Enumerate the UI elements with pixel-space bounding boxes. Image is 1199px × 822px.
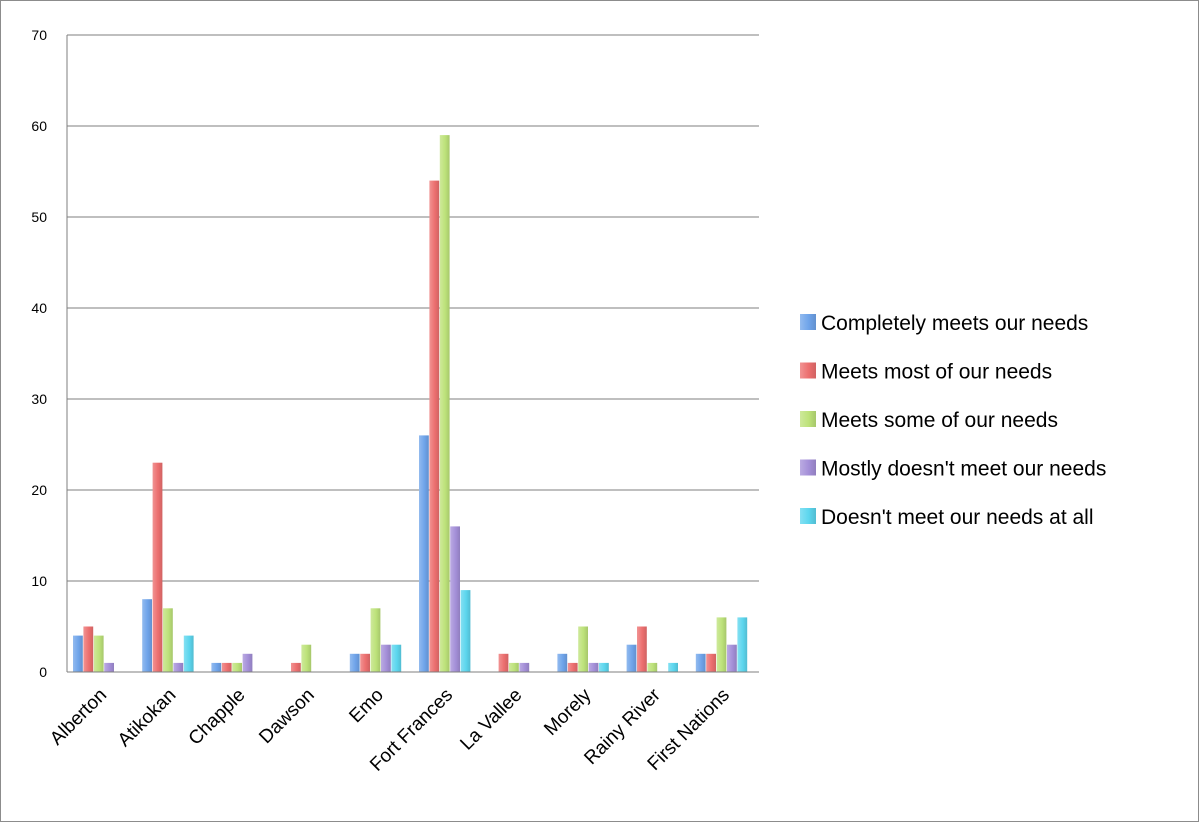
y-tick-label: 30 (31, 391, 47, 407)
bar (519, 662, 530, 672)
axes (66, 35, 759, 673)
bar (460, 590, 471, 672)
legend-label: Mostly doesn't meet our needs (821, 458, 1106, 481)
legend-label: Completely meets our needs (821, 312, 1088, 335)
bar (221, 662, 232, 672)
bar (668, 662, 678, 672)
bar (429, 180, 440, 672)
bar (737, 617, 748, 672)
bar (142, 599, 152, 672)
legend-swatch (800, 459, 816, 476)
x-tick-label: Alberton (46, 685, 111, 750)
y-tick-label: 0 (39, 664, 47, 680)
bar (381, 644, 391, 672)
bar (104, 662, 114, 672)
legend-label: Meets some of our needs (821, 409, 1058, 432)
bar (626, 644, 637, 672)
x-tick-label: Morely (540, 684, 596, 740)
y-tick-label: 70 (31, 27, 47, 43)
y-tick-label: 20 (31, 482, 47, 498)
x-tick-label: La Vallee (456, 685, 526, 755)
bar (173, 662, 184, 672)
bar (509, 662, 519, 672)
x-tick-label: Dawson (255, 685, 318, 748)
y-tick-label: 60 (31, 118, 47, 134)
bar (706, 653, 716, 672)
bar (242, 653, 253, 672)
bar (391, 644, 402, 672)
bar (211, 662, 222, 672)
legend-swatch (800, 362, 816, 379)
bar (360, 653, 370, 672)
bar (498, 653, 509, 672)
legend-swatch (800, 508, 816, 524)
bar (439, 135, 450, 673)
bar (695, 653, 706, 672)
bar (578, 626, 588, 672)
bar (349, 653, 360, 672)
bar (567, 662, 578, 672)
bar (183, 635, 194, 672)
bar (727, 644, 737, 672)
bar (370, 608, 381, 672)
bar (152, 462, 163, 672)
bar (232, 662, 242, 672)
bar (291, 662, 301, 672)
x-tick-label: Emo (345, 685, 387, 727)
bar (450, 526, 460, 672)
legend-swatch (800, 411, 816, 427)
bar (588, 662, 599, 672)
y-tick-label: 50 (31, 209, 47, 225)
x-tick-label: Atikokan (114, 685, 180, 751)
bars (73, 135, 748, 673)
y-tick-labels: 0 10 20 30 40 50 60 70 (31, 27, 47, 680)
bar (557, 653, 568, 672)
bar (83, 626, 94, 672)
legend-label: Meets most of our needs (821, 361, 1052, 384)
bar (419, 435, 429, 672)
bar (716, 617, 727, 672)
y-tick-label: 10 (31, 573, 47, 589)
grid-lines (67, 34, 759, 582)
bar (599, 662, 609, 672)
bar (163, 608, 173, 672)
bar (637, 626, 647, 672)
legend: Completely meets our needs Meets most of … (800, 312, 1106, 529)
x-tick-label: Chapple (185, 685, 250, 750)
bar (301, 644, 312, 672)
bar (73, 635, 83, 672)
bar (647, 662, 658, 672)
bar (93, 635, 104, 672)
legend-label: Doesn't meet our needs at all (821, 506, 1094, 529)
y-tick-label: 40 (31, 300, 47, 316)
legend-swatch (800, 314, 816, 330)
